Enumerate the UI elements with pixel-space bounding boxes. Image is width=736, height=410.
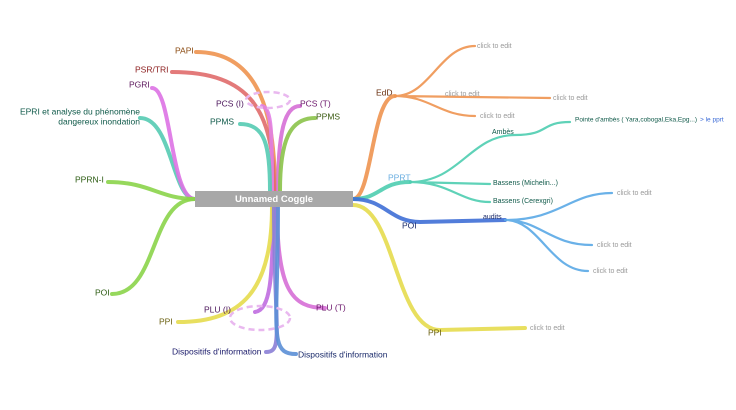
node-label[interactable]: Bassens (Michelin...) — [493, 180, 558, 187]
branch — [110, 197, 197, 296]
node-label[interactable]: PPRN-I — [75, 174, 104, 184]
node-label[interactable]: POI — [402, 220, 417, 230]
branch — [503, 191, 614, 273]
node-label[interactable]: PGRI — [129, 79, 150, 89]
branch — [351, 197, 507, 225]
node-label[interactable]: click to edit — [593, 268, 628, 275]
node-label[interactable]: PPI — [428, 327, 442, 337]
node-label[interactable]: PCS (I) — [216, 98, 244, 108]
node-label[interactable]: dangereux inondation — [58, 116, 140, 126]
branch — [275, 205, 327, 310]
branch — [274, 205, 298, 356]
branch — [351, 94, 397, 201]
branch — [106, 180, 197, 201]
root-label[interactable]: Unnamed Coggle — [235, 194, 313, 205]
branches — [106, 44, 614, 356]
node-label[interactable]: click to edit — [445, 91, 480, 98]
branch — [351, 203, 527, 333]
branch — [238, 122, 272, 193]
node-label[interactable]: PSR/TRI — [135, 64, 169, 74]
root-box — [195, 191, 353, 207]
node-label[interactable]: POI — [95, 287, 110, 297]
branch — [278, 116, 317, 193]
branch — [393, 44, 552, 118]
loop — [228, 304, 292, 332]
node-label[interactable]: PCS (T) — [300, 98, 331, 108]
node-label[interactable]: audits — [483, 214, 502, 221]
node-label[interactable]: Dispositifs d'information — [172, 346, 262, 356]
node-label[interactable]: Dispositifs d'information — [298, 349, 388, 359]
branch — [150, 86, 197, 201]
node-label[interactable]: PPMS — [316, 111, 340, 121]
branch — [260, 104, 274, 193]
node-label[interactable]: PLU (I) — [204, 304, 231, 314]
node-label[interactable]: EPRI et analyse du phénomène — [20, 106, 140, 116]
node-label[interactable]: click to edit — [617, 190, 652, 197]
node-label[interactable]: Bassens (Cerexgri) — [493, 198, 553, 205]
node-label[interactable]: click to edit — [480, 113, 515, 120]
branch — [276, 104, 302, 193]
node-label[interactable]: Pointe d'ambès ( Yara,cobogal,Eka,Epg...… — [575, 117, 697, 124]
node-label[interactable]: PPI — [159, 316, 173, 326]
node-link[interactable]: > le pprt — [700, 117, 724, 124]
node-label[interactable]: PPRT — [388, 172, 411, 182]
node-label[interactable]: EdD — [376, 87, 393, 97]
node-label[interactable]: PLU (T) — [316, 302, 346, 312]
node-label[interactable]: PAPI — [175, 45, 194, 55]
node-label[interactable]: click to edit — [553, 95, 588, 102]
node-label[interactable]: PPMS — [210, 116, 234, 126]
branch — [408, 120, 572, 204]
node-label[interactable]: click to edit — [597, 242, 632, 249]
branch — [176, 205, 274, 324]
node-labels: PAPI PSR/TRI PCS (I) PCS (T) PPMS PPMS E… — [20, 43, 724, 359]
node-label[interactable]: click to edit — [530, 325, 565, 332]
node-label[interactable]: Ambès — [492, 129, 514, 136]
loop — [244, 90, 292, 110]
node-label[interactable]: click to edit — [477, 43, 512, 50]
